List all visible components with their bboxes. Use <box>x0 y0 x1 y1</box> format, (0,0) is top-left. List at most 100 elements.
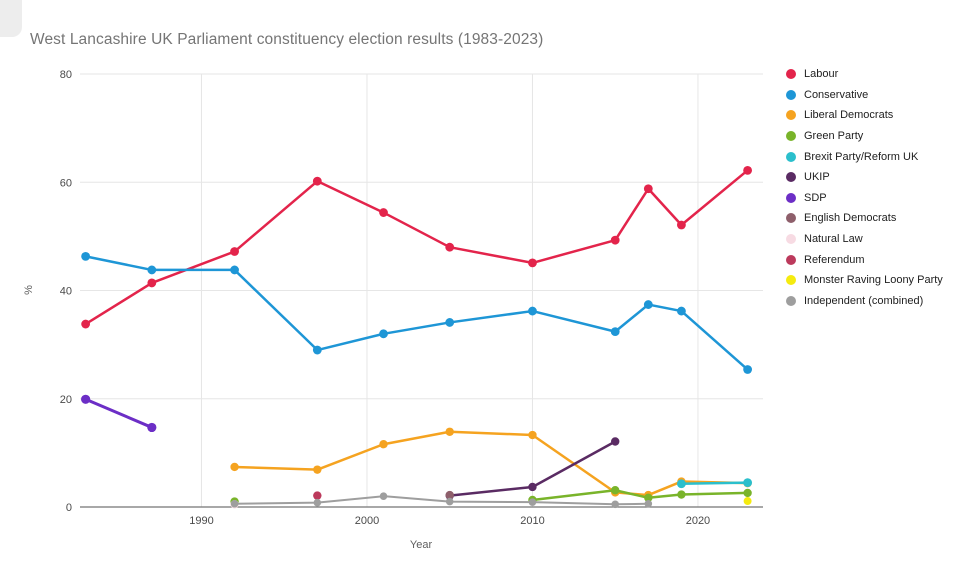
series-line <box>531 488 749 502</box>
data-point <box>677 490 686 499</box>
data-point <box>313 498 322 507</box>
data-point <box>743 165 753 175</box>
data-point <box>81 319 91 329</box>
legend-label: UKIP <box>804 171 830 184</box>
data-point <box>677 479 686 489</box>
data-point <box>312 176 322 186</box>
series-line <box>680 481 749 485</box>
legend-item: Natural Law <box>786 229 943 250</box>
legend-swatch <box>786 89 796 100</box>
data-point <box>644 499 653 508</box>
data-point <box>313 465 322 474</box>
legend-label: Liberal Democrats <box>804 109 894 122</box>
data-point <box>528 258 537 268</box>
data-point <box>743 478 753 488</box>
data-point <box>230 462 239 472</box>
legend-swatch <box>786 131 796 142</box>
corner-artifact <box>0 0 22 37</box>
legend: Labour Conservative Liberal Democrats Green… <box>786 64 943 311</box>
data-point <box>743 488 752 498</box>
data-point <box>81 394 91 404</box>
legend-swatch <box>786 192 796 203</box>
y-tick-label: 80 <box>60 69 72 81</box>
data-point <box>147 278 157 288</box>
legend-label: Conservative <box>804 88 869 101</box>
legend-item: UKIP <box>786 167 943 188</box>
legend-swatch <box>786 254 796 265</box>
legend-swatch <box>786 234 796 245</box>
legend-swatch <box>786 295 796 306</box>
legend-item: Green Party <box>786 126 943 147</box>
data-point <box>743 365 753 374</box>
legend-label: Brexit Party/Reform UK <box>804 150 919 163</box>
legend-label: Green Party <box>804 130 864 143</box>
legend-label: SDP <box>804 191 827 204</box>
data-point <box>230 247 239 256</box>
legend-item: Conservative <box>786 85 943 106</box>
data-point <box>528 498 537 506</box>
legend-label: Monster Raving Loony Party <box>804 274 943 287</box>
legend-swatch <box>786 213 796 224</box>
legend-item: Liberal Democrats <box>786 105 943 126</box>
data-point <box>644 493 653 502</box>
legend-label: Independent (combined) <box>804 294 924 307</box>
y-axis-title: % <box>22 285 35 295</box>
legend-swatch <box>786 172 796 183</box>
series-line <box>233 495 650 506</box>
legend-swatch <box>786 69 796 80</box>
legend-item: Independent (combined) <box>786 291 943 312</box>
data-point <box>313 491 322 500</box>
data-point <box>379 329 388 339</box>
data-point <box>643 184 653 194</box>
x-tick-label: 2010 <box>520 515 544 527</box>
data-point <box>230 265 239 275</box>
series-line <box>84 255 749 371</box>
data-point <box>445 427 454 436</box>
legend-label: Natural Law <box>804 233 863 246</box>
data-point <box>147 265 157 275</box>
data-point <box>643 300 653 309</box>
chart-title: West Lancashire UK Parliament constituen… <box>30 31 544 48</box>
legend-item: English Democrats <box>786 208 943 229</box>
data-point <box>610 327 620 337</box>
series-line <box>84 397 154 429</box>
legend-item: Brexit Party/Reform UK <box>786 146 943 167</box>
data-point <box>230 499 239 508</box>
data-point <box>312 345 322 355</box>
y-tick-label: 0 <box>66 502 72 514</box>
data-point <box>677 220 686 230</box>
data-point <box>611 486 620 495</box>
data-point <box>445 490 454 500</box>
legend-label: Labour <box>804 68 839 81</box>
x-axis-title: Year <box>409 539 433 551</box>
data-point <box>147 422 157 433</box>
data-point <box>445 242 455 252</box>
data-point <box>611 437 620 446</box>
y-tick-label: 60 <box>60 177 72 189</box>
legend-swatch <box>786 110 796 121</box>
x-tick-label: 2000 <box>355 515 379 527</box>
data-point <box>611 500 620 509</box>
data-point <box>445 497 454 506</box>
series-line <box>233 430 749 497</box>
data-point <box>528 430 537 440</box>
x-tick-label: 2020 <box>686 515 710 527</box>
data-point <box>379 208 388 217</box>
x-tick-label: 1990 <box>189 515 213 527</box>
legend-item: Referendum <box>786 249 943 270</box>
data-point <box>743 497 752 506</box>
y-tick-label: 40 <box>60 286 72 298</box>
data-point <box>610 235 620 245</box>
data-point <box>379 440 388 449</box>
legend-item: Monster Raving Loony Party <box>786 270 943 291</box>
legend-swatch <box>786 151 796 162</box>
data-point <box>81 252 91 261</box>
legend-item: SDP <box>786 188 943 209</box>
data-point <box>528 306 537 316</box>
legend-label: Referendum <box>804 253 865 266</box>
y-tick-label: 20 <box>60 394 72 406</box>
data-point <box>445 318 455 327</box>
legend-item: Labour <box>786 64 943 85</box>
data-point <box>528 482 537 492</box>
